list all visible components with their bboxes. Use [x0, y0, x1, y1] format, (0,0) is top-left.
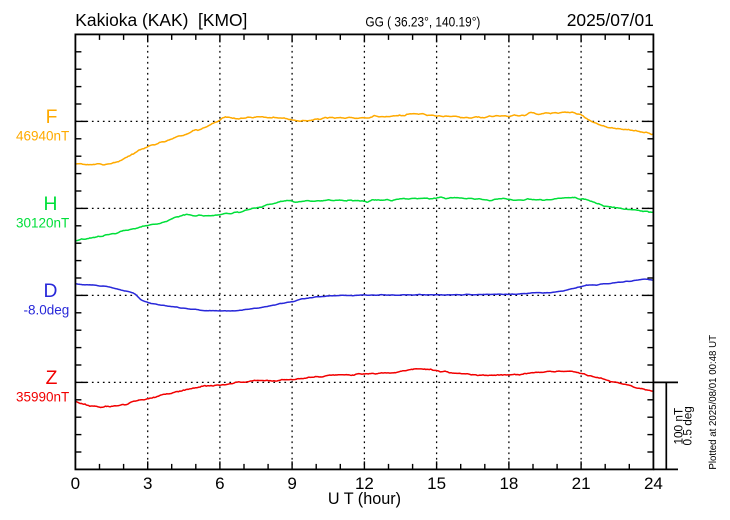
svg-text:12: 12: [355, 474, 374, 493]
svg-text:30120nT: 30120nT: [16, 216, 69, 231]
svg-text:100 nT: 100 nT: [671, 408, 685, 445]
svg-text:GG ( 36.23°, 140.19°): GG ( 36.23°, 140.19°): [365, 14, 480, 29]
svg-text:Plotted at 2025/08/01 00:48 UT: Plotted at 2025/08/01 00:48 UT: [708, 335, 719, 470]
svg-text:Kakioka (KAK) [KMO]: Kakioka (KAK) [KMO]: [75, 10, 247, 30]
svg-text:3: 3: [143, 474, 152, 493]
svg-text:6: 6: [215, 474, 224, 493]
svg-text:Z: Z: [46, 368, 58, 389]
svg-text:15: 15: [427, 474, 446, 493]
svg-text:0.5 deg: 0.5 deg: [681, 406, 695, 445]
svg-text:24: 24: [644, 474, 663, 493]
svg-text:F: F: [46, 107, 58, 128]
svg-text:0: 0: [71, 474, 80, 493]
svg-text:2025/07/01: 2025/07/01: [567, 10, 654, 30]
svg-text:U T (hour): U T (hour): [328, 490, 401, 508]
svg-text:46940nT: 46940nT: [16, 129, 69, 144]
svg-text:18: 18: [499, 474, 518, 493]
svg-text:D: D: [43, 281, 57, 302]
svg-text:9: 9: [287, 474, 296, 493]
svg-text:21: 21: [572, 474, 591, 493]
svg-text:35990nT: 35990nT: [16, 390, 69, 405]
svg-text:-8.0deg: -8.0deg: [24, 303, 70, 318]
svg-text:H: H: [43, 194, 57, 215]
